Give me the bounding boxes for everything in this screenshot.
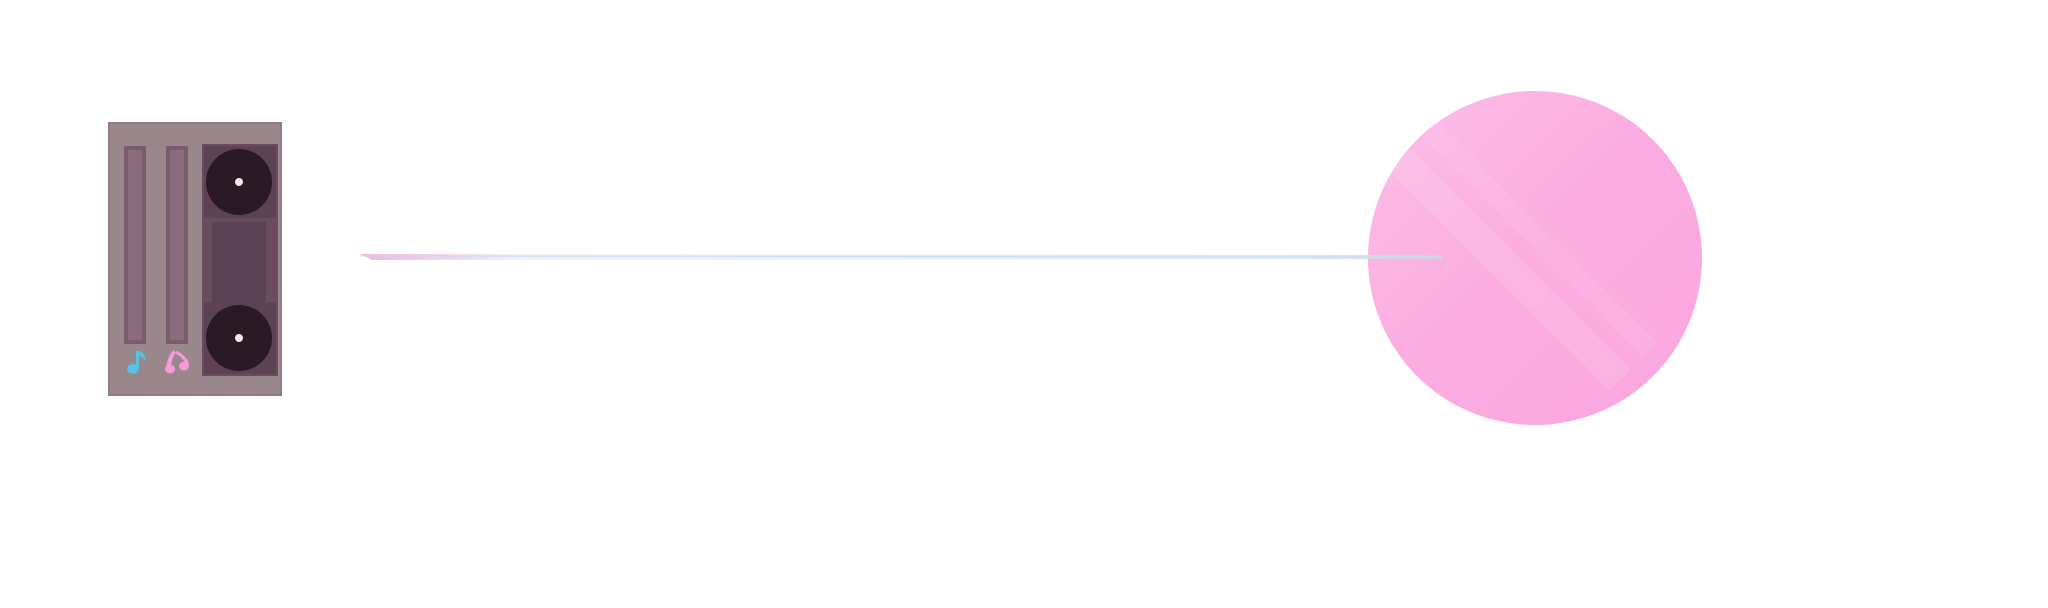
beamed-notes-icon: [165, 350, 190, 374]
speaker-box[interactable]: [108, 122, 282, 396]
pink-orb[interactable]: [1368, 91, 1702, 425]
music-note-icon: [127, 351, 146, 374]
sound-beam: [359, 254, 1443, 260]
